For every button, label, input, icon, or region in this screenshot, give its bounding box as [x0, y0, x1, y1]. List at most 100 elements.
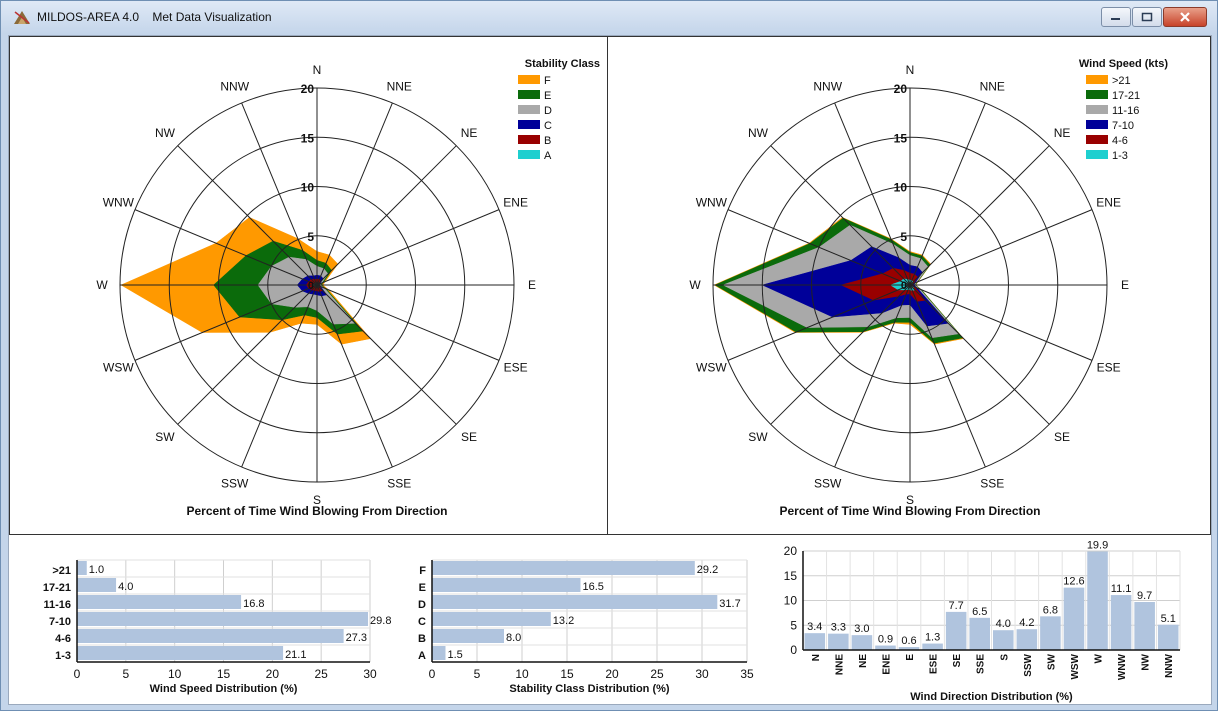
- speed-direction-label-N: N: [906, 63, 915, 77]
- wind-direction-bar-3: [875, 645, 896, 650]
- speed-legend-title: Wind Speed (kts): [1079, 58, 1168, 70]
- speed-ring-label-zero: 0: [901, 280, 907, 292]
- wind-speed-category-label: 4-6: [55, 633, 71, 645]
- stability-spoke-ESE: [316, 284, 500, 361]
- speed-legend-label-5: 1-3: [1112, 150, 1128, 162]
- wind-direction-tick-label: 20: [784, 544, 798, 558]
- speed-direction-label-ESE: ESE: [1097, 360, 1121, 374]
- stability-spoke-WSW: [134, 284, 318, 361]
- speed-legend-swatch-5: [1086, 150, 1108, 159]
- wind-direction-axis-title: Wind Direction Distribution (%): [910, 691, 1073, 703]
- wind-direction-category-label: SW: [1046, 653, 1057, 670]
- speed-legend-label-0: >21: [1112, 75, 1131, 87]
- speed-ring-label: 10: [894, 181, 908, 195]
- wind-speed-bar-2: [77, 595, 242, 609]
- stability-ring-label-zero: 0: [308, 280, 314, 292]
- distribution-charts: 0 5 10 15 20 25 30 1.0 >21 4.0 17-21 16.8 11-16 29.8 7…: [9, 536, 1211, 704]
- wind-direction-category-label: NNW: [1164, 653, 1175, 677]
- stability-direction-label-ENE: ENE: [503, 196, 528, 210]
- wind-speed-bar-1: [77, 578, 117, 592]
- wind-speed-category-label: 11-16: [43, 599, 71, 611]
- wind-direction-value-label: 1.3: [925, 632, 940, 644]
- stability-legend-swatch-1: [518, 90, 540, 99]
- wind-direction-bar-10: [1040, 616, 1061, 650]
- wind-direction-bar-6: [945, 611, 967, 650]
- wind-speed-value-label: 27.3: [346, 632, 367, 644]
- wind-direction-tick-label: 15: [784, 569, 798, 583]
- stability-direction-label-W: W: [96, 278, 108, 292]
- wind-direction-value-label: 0.6: [901, 635, 916, 647]
- wind-direction-bar-12: [1087, 551, 1108, 650]
- speed-wind-rose: 5 10 15 20 0 N NNE NE ENE E ESE SE SSE S SSW SW WSW W WNW N…: [689, 58, 1168, 518]
- stability-class-category-label: D: [418, 599, 426, 611]
- speed-direction-label-NE: NE: [1054, 126, 1071, 140]
- stability-class-tick-label: 5: [474, 667, 481, 681]
- wind-speed-bar-3: [77, 612, 369, 626]
- wind-direction-bar-15: [1157, 624, 1179, 650]
- wind-direction-value-label: 3.0: [854, 623, 869, 635]
- speed-direction-label-WNW: WNW: [696, 196, 728, 210]
- speed-spoke-NW: [770, 145, 911, 286]
- wind-direction-category-label: E: [905, 654, 916, 661]
- stability-class-tick-label: 0: [429, 667, 436, 681]
- wind-direction-bar-2: [851, 635, 873, 650]
- maximize-button[interactable]: [1132, 7, 1162, 27]
- wind-direction-bar-14: [1134, 601, 1155, 650]
- speed-direction-label-E: E: [1121, 278, 1129, 292]
- wind-direction-value-label: 12.6: [1063, 576, 1084, 588]
- wind-direction-value-label: 6.8: [1043, 604, 1058, 616]
- speed-legend-swatch-4: [1086, 135, 1108, 144]
- wind-direction-value-label: 4.2: [1019, 617, 1034, 629]
- speed-direction-label-NNW: NNW: [813, 79, 842, 93]
- distribution-bar-charts: 0 5 10 15 20 25 30 1.0 >21 4.0 17-21 16.8 11-16 29.8 7…: [43, 539, 1181, 703]
- speed-direction-label-NNE: NNE: [980, 79, 1005, 93]
- speed-direction-label-S: S: [906, 493, 914, 507]
- speed-rose-panel: 5 10 15 20 0 N NNE NE ENE E ESE SE SSE S SSW SW WSW W WNW N…: [607, 36, 1211, 535]
- view-name: Met Data Visualization: [152, 10, 272, 24]
- speed-spoke-SE: [909, 284, 1050, 425]
- stability-direction-label-NNE: NNE: [387, 79, 412, 93]
- stability-ring-label: 10: [301, 181, 315, 195]
- app-logo-icon: [14, 11, 30, 24]
- stability-spoke-SSW: [241, 284, 318, 468]
- wind-direction-tick-label: 5: [790, 618, 797, 632]
- speed-direction-label-SSW: SSW: [814, 477, 842, 491]
- wind-speed-value-label: 16.8: [243, 598, 264, 610]
- wind-direction-category-label: ENE: [881, 654, 892, 675]
- stability-spoke-SSE: [316, 284, 393, 468]
- wind-speed-tick-label: 25: [314, 667, 328, 681]
- wind-speed-value-label: 29.8: [370, 615, 391, 627]
- close-button[interactable]: [1163, 7, 1207, 27]
- wind-speed-tick-label: 10: [168, 667, 182, 681]
- wind-direction-value-label: 5.1: [1161, 613, 1176, 625]
- title-bar[interactable]: MILDOS-AREA 4.0 Met Data Visualization: [1, 1, 1217, 34]
- speed-direction-label-SE: SE: [1054, 430, 1070, 444]
- speed-spoke-NNE: [909, 102, 986, 286]
- stability-spoke-NE: [316, 145, 457, 286]
- stability-legend-label-4: B: [544, 135, 551, 147]
- minimize-icon: [1111, 18, 1120, 20]
- wind-direction-bar-4: [898, 647, 920, 650]
- wind-direction-bar-8: [993, 630, 1014, 650]
- stability-spoke-NNW: [241, 102, 318, 286]
- stability-class-bar-4: [432, 629, 504, 643]
- stability-class-category-label: C: [418, 616, 426, 628]
- stability-direction-label-SW: SW: [155, 430, 175, 444]
- wind-speed-tick-label: 30: [363, 667, 377, 681]
- minimize-button[interactable]: [1101, 7, 1131, 27]
- stability-class-tick-label: 25: [650, 667, 664, 681]
- speed-legend-swatch-0: [1086, 75, 1108, 84]
- stability-spoke-NNE: [316, 102, 393, 286]
- wind-direction-category-label: N: [811, 654, 822, 661]
- stability-spoke-SE: [316, 284, 457, 425]
- wind-direction-category-label: WSW: [1070, 653, 1081, 679]
- wind-direction-value-label: 7.7: [949, 600, 964, 612]
- wind-direction-bar-11: [1063, 587, 1085, 650]
- client-area: 5 10 15 20 0 N NNE NE ENE E ESE SE SSE S SSW SW WSW W WNW N…: [8, 35, 1212, 705]
- stability-class-bar-0: [432, 561, 695, 575]
- wind-direction-category-label: SE: [952, 654, 963, 668]
- wind-speed-category-label: 17-21: [43, 582, 71, 594]
- speed-chart-title: Percent of Time Wind Blowing From Direct…: [779, 504, 1040, 518]
- speed-spoke-ENE: [909, 209, 1093, 286]
- wind-speed-tick-label: 15: [217, 667, 231, 681]
